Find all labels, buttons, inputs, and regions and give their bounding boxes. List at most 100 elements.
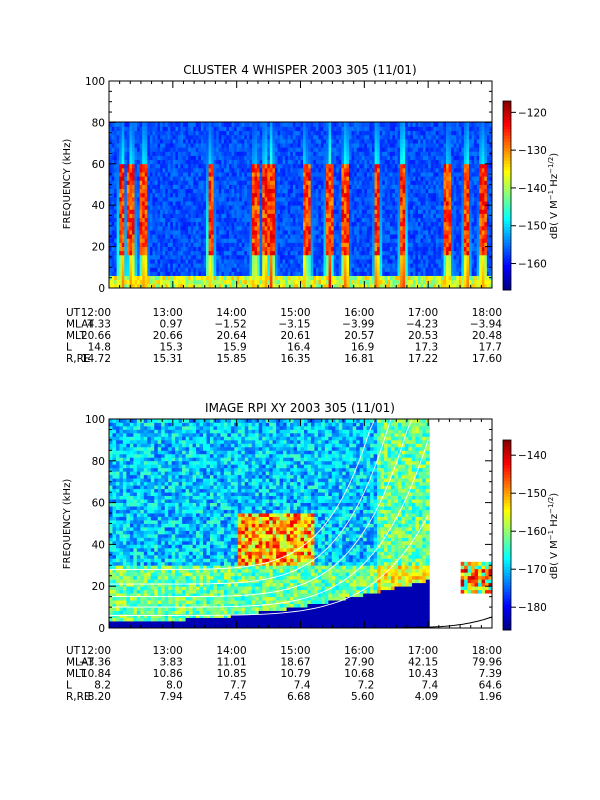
panel1-spectrogram-cell bbox=[172, 213, 176, 219]
panel1-spectrogram-cell bbox=[154, 138, 158, 144]
panel1-spectrogram-cell bbox=[300, 213, 304, 219]
panel1-spectrogram-cell bbox=[190, 217, 194, 223]
panel1-spectrogram-cell bbox=[290, 217, 294, 223]
panel1-spectrogram-cell bbox=[193, 271, 197, 276]
panel1-spectrogram-cell bbox=[326, 167, 329, 173]
panel1-spectrogram-cell bbox=[315, 213, 319, 219]
panel1-spectrogram-cell bbox=[269, 283, 273, 288]
panel1-spectrogram-cell bbox=[415, 134, 419, 140]
panel1-spectrogram-cell bbox=[371, 234, 375, 239]
panel1-spectrogram-cell bbox=[410, 246, 414, 252]
panel1-spectrogram-cell bbox=[274, 242, 278, 247]
panel1-spectrogram-cell bbox=[280, 217, 284, 223]
panel1-spectrogram-cell bbox=[198, 275, 202, 281]
panel1-spectrogram-cell bbox=[392, 126, 396, 132]
panel1-spectrogram-cell bbox=[384, 225, 388, 231]
panel1-spectrogram-cell bbox=[183, 130, 186, 136]
panel1-spectrogram-cell bbox=[394, 134, 398, 140]
panel1-spectrogram-cell bbox=[318, 143, 322, 148]
panel1-spectrogram-cell bbox=[208, 143, 212, 148]
panel1-spectrogram-cell bbox=[382, 246, 386, 252]
panel1-spectrogram-cell bbox=[366, 246, 370, 252]
panel1-spectrogram-cell bbox=[124, 143, 128, 148]
panel1-spectrogram-cell bbox=[213, 134, 217, 140]
panel1-spectrogram-cell bbox=[116, 143, 120, 148]
panel1-spectrogram-cell bbox=[152, 201, 156, 206]
panel1-spectrogram-cell bbox=[183, 172, 186, 177]
panel1-spectrogram-cell bbox=[254, 155, 258, 161]
panel1-spectrogram-cell bbox=[241, 134, 245, 140]
panel1-spectrogram-cell bbox=[183, 283, 186, 288]
panel1-spectrogram-cell bbox=[167, 163, 171, 169]
panel1-spectrogram-cell bbox=[336, 188, 340, 194]
panel1-spectrogram-cell bbox=[402, 259, 406, 264]
panel1-spectrogram-cell bbox=[272, 283, 276, 288]
panel1-spectrogram-cell bbox=[177, 188, 181, 194]
panel1-spectrogram-cell bbox=[361, 167, 365, 173]
panel1-spectrogram-cell bbox=[371, 275, 375, 281]
panel1-spectrogram-cell bbox=[361, 263, 365, 268]
panel1-spectrogram-cell bbox=[116, 271, 120, 276]
panel1-spectrogram-cell bbox=[392, 250, 396, 256]
panel1-spectrogram-cell bbox=[326, 259, 329, 264]
panel1-spectrogram-cell bbox=[287, 271, 291, 276]
panel1-spectrogram-cell bbox=[149, 279, 153, 285]
panel1-spectrogram-cell bbox=[124, 196, 128, 202]
panel1-spectrogram-cell bbox=[114, 192, 118, 198]
panel1-spectrogram-cell bbox=[121, 196, 125, 202]
panel1-spectrogram-cell bbox=[269, 130, 273, 136]
panel1-spectrogram-cell bbox=[333, 176, 337, 181]
panel1-spectrogram-cell bbox=[190, 172, 194, 177]
panel1-spectrogram-cell bbox=[190, 254, 194, 260]
panel1-spectrogram-cell bbox=[397, 196, 401, 202]
panel1-spectrogram-cell bbox=[318, 205, 322, 210]
panel1-spectrogram-cell bbox=[280, 246, 284, 252]
panel1-spectrogram-cell bbox=[257, 205, 261, 210]
panel1-spectrogram-cell bbox=[208, 209, 212, 214]
panel1-spectrogram-cell bbox=[262, 225, 266, 231]
panel1-spectrogram-cell bbox=[254, 151, 258, 156]
panel1-spectrogram-cell bbox=[193, 167, 197, 173]
panel1-spectrogram-cell bbox=[193, 225, 197, 231]
panel1-spectrogram-cell bbox=[200, 192, 204, 198]
panel1-spectrogram-cell bbox=[274, 138, 278, 144]
panel1-spectrogram-cell bbox=[234, 225, 238, 231]
panel1-spectrogram-cell bbox=[185, 209, 189, 214]
panel1-spectrogram-cell bbox=[175, 221, 179, 227]
panel1-spectrogram-cell bbox=[318, 259, 322, 264]
panel1-spectrogram-cell bbox=[193, 188, 197, 194]
panel1-spectrogram-cell bbox=[206, 143, 209, 148]
panel1-spectrogram-cell bbox=[269, 155, 273, 161]
panel1-spectrogram-cell bbox=[305, 283, 309, 288]
panel1-spectrogram-cell bbox=[333, 254, 337, 260]
panel1-spectrogram-cell bbox=[389, 196, 393, 202]
panel1-spectrogram-cell bbox=[389, 180, 393, 185]
panel1-spectrogram-cell bbox=[195, 151, 199, 156]
panel1-spectrogram-cell bbox=[315, 279, 319, 285]
panel1-spectrogram-cell bbox=[369, 122, 373, 127]
panel1-spectrogram-cell bbox=[114, 147, 118, 152]
panel1-spectrogram-cell bbox=[387, 230, 391, 235]
panel1-spectrogram-cell bbox=[313, 122, 317, 127]
panel1-spectrogram-cell bbox=[236, 176, 240, 181]
panel1-spectrogram-cell bbox=[126, 217, 130, 223]
panel1-spectrogram-cell bbox=[394, 155, 398, 161]
panel1-spectrogram-cell bbox=[116, 205, 120, 210]
panel1-spectrogram-cell bbox=[126, 246, 130, 252]
panel1-spectrogram-cell bbox=[254, 267, 258, 272]
panel1-spectrogram-cell bbox=[216, 283, 220, 288]
panel1-spectrogram-cell bbox=[349, 250, 352, 256]
panel1-spectrogram-cell bbox=[315, 122, 319, 127]
panel1-spectrogram-cell bbox=[131, 263, 135, 268]
panel1-spectrogram-cell bbox=[285, 143, 289, 148]
panel1-spectrogram-cell bbox=[180, 283, 184, 288]
panel1-spectrogram-cell bbox=[297, 138, 301, 144]
panel1-spectrogram-cell bbox=[221, 172, 225, 177]
panel1-spectrogram-cell bbox=[172, 172, 176, 177]
panel1-spectrogram-cell bbox=[154, 283, 158, 288]
panel1-spectrogram-cell bbox=[351, 246, 355, 252]
panel1-spectrogram-cell bbox=[119, 279, 123, 285]
panel1-spectrogram-cell bbox=[144, 143, 148, 148]
panel1-spectrogram-cell bbox=[318, 167, 322, 173]
panel1-spectrogram-cell bbox=[285, 234, 289, 239]
